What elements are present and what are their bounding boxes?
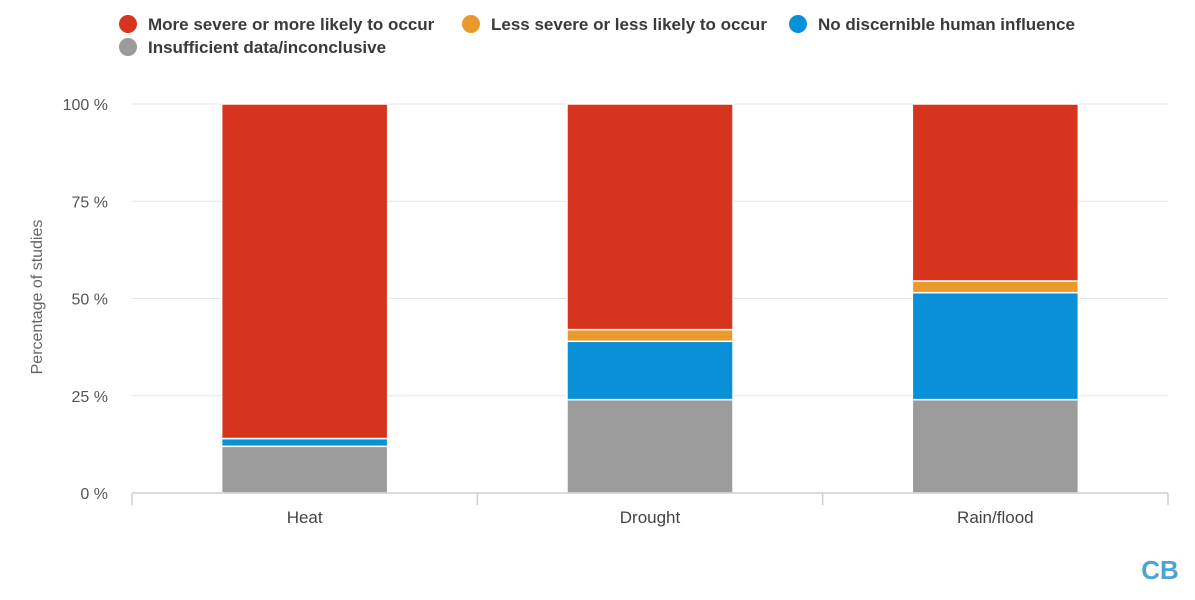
bar-segment [911,398,1080,494]
bar-stack-rain-flood [911,103,1080,494]
x-tick-label: Heat [287,508,323,527]
legend-item: Insufficient data/inconclusive [119,38,386,57]
bar-stack-drought [566,103,734,494]
y-axis-label: Percentage of studies [29,220,46,375]
bar-segment [566,340,734,401]
legend-swatch [119,38,137,56]
y-tick-label: 25 % [72,389,108,406]
x-axis-labels: Heat Drought Rain/flood [287,508,1034,527]
bars [220,103,1080,494]
bar-segment [220,437,389,448]
x-axis [131,492,1169,505]
legend: More severe or more likely to occur Less … [119,15,1075,57]
y-tick-label: 100 % [63,97,108,114]
bar-segment [911,280,1080,294]
bar-segment [220,445,389,494]
y-tick-label: 50 % [72,292,108,309]
bar-segment [566,328,734,343]
bar-segment [566,398,734,494]
legend-item: More severe or more likely to occur [119,15,435,34]
bar-stack-heat [220,103,389,494]
bar-segment [911,291,1080,401]
carbon-brief-logo: CB [1141,555,1179,585]
legend-label: Insufficient data/inconclusive [148,38,386,57]
y-tick-label: 0 % [80,486,108,503]
x-tick-label: Drought [620,508,681,527]
legend-swatch [119,15,137,33]
legend-item: Less severe or less likely to occur [462,15,767,34]
legend-swatch [789,15,807,33]
legend-swatch [462,15,480,33]
x-tick-label: Rain/flood [957,508,1034,527]
legend-label: Less severe or less likely to occur [491,15,767,34]
legend-label: More severe or more likely to occur [148,15,435,34]
bar-segment [911,103,1080,282]
y-axis-ticks: 0 % 25 % 50 % 75 % 100 % [63,97,108,503]
legend-label: No discernible human influence [818,15,1075,34]
bar-segment [220,103,389,440]
legend-item: No discernible human influence [789,15,1075,34]
bar-segment [566,103,734,331]
y-tick-label: 75 % [72,194,108,211]
